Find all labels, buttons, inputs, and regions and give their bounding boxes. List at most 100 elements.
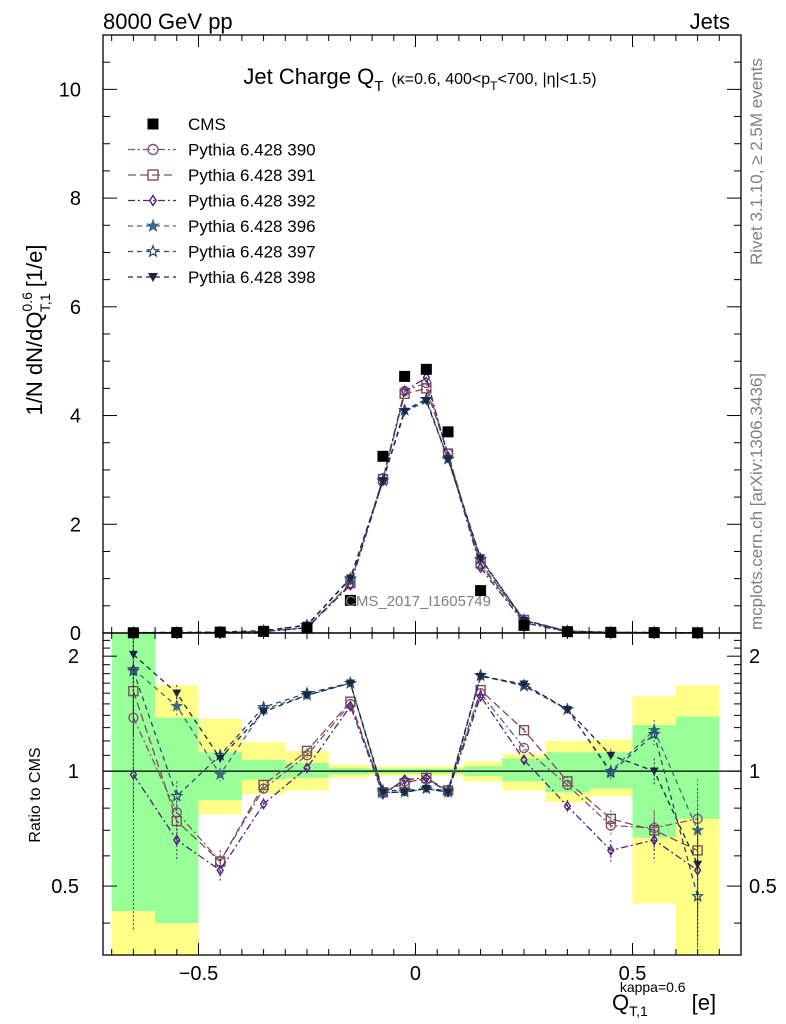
x-label: QT,1 kappa=0.6 [e]: [612, 979, 716, 1019]
ratio-point-series-4-14-shape: [647, 727, 661, 740]
main-point-series-1-7-shape: [399, 388, 410, 399]
main-point-series-2-5-shape: [346, 579, 355, 591]
ratio-point-series-5-0-shape: [128, 650, 138, 660]
legend-marker-6: [148, 273, 158, 282]
ratio-point-series-1-3-shape: [258, 779, 269, 791]
ratio-point-series-5-11-shape: [519, 680, 529, 689]
ratio-band-inner: [675, 716, 720, 819]
ratio-point-series-5-13: [606, 751, 616, 760]
main-y-label-sup: 0.6: [19, 292, 35, 312]
ratio-point-series-5-1-shape: [172, 689, 182, 698]
ratio-point-series-4-1-shape: [170, 789, 184, 802]
main-point-cms-11-shape: [518, 619, 530, 631]
legend-marker-6-shape: [148, 273, 158, 282]
legend-label-1: Pythia 6.428 390: [188, 141, 316, 160]
ratio-point-series-2-5-shape: [346, 700, 355, 712]
ratio-point-series-4-13: [604, 765, 618, 779]
ratio-y-tick-label-right: 2: [749, 646, 760, 668]
x-label-sup: kappa=0.6: [620, 979, 686, 995]
ratio-point-series-0-13-shape: [605, 820, 616, 831]
ratio-line-series-1: [132, 688, 698, 863]
plot-title-cuts-b: <700, |η|<1.5): [498, 71, 597, 88]
ratio-y-tick-label-left: 0.5: [51, 876, 79, 898]
ratio-point-series-2-14-shape: [650, 834, 658, 846]
main-point-series-2-8-shape: [422, 371, 431, 384]
ratio-point-series-2-5: [346, 700, 355, 712]
ratio-point-series-2-10: [476, 690, 485, 703]
ratio-point-series-5-2: [215, 754, 225, 763]
ratio-point-series-5-9-shape: [443, 788, 453, 797]
main-point-cms-8: [420, 363, 432, 375]
main-point-cms-11: [518, 619, 530, 631]
ratio-point-series-0-13: [605, 820, 616, 831]
ratio-point-series-5-6-shape: [378, 788, 388, 797]
main-y-tick-label: 6: [70, 297, 81, 319]
ratio-point-series-2-14: [650, 834, 658, 846]
ratio-point-series-2-13-shape: [607, 844, 615, 857]
main-y-tick-label: 0: [70, 623, 81, 645]
ratio-point-series-1-11: [518, 724, 530, 736]
x-tick-label: 0.5: [619, 963, 647, 985]
ratio-bands: [103, 633, 741, 955]
x-tick-label: 0: [410, 963, 421, 985]
legend-marker-0-shape: [147, 118, 159, 130]
legend-marker-3-shape: [148, 194, 158, 207]
main-point-series-5-7: [400, 408, 410, 417]
main-point-series-5-10: [476, 554, 486, 563]
main-point-series-5-7-shape: [400, 408, 410, 417]
main-point-series-2-10: [476, 561, 485, 574]
main-point-cms-6-shape: [377, 450, 389, 462]
main-point-cms-5: [344, 594, 356, 606]
legend-label-2: Pythia 6.428 391: [188, 166, 316, 185]
ratio-point-series-5-4-shape: [302, 691, 312, 700]
x-label-main: Q: [612, 990, 629, 1015]
legend-marker-5-shape: [145, 244, 161, 258]
legend-marker-5: [145, 244, 161, 258]
main-y-label-post: [1/e]: [22, 244, 47, 293]
main-y-tick-label: 4: [70, 406, 81, 428]
ratio-point-series-2-1: [173, 834, 181, 846]
ratio-point-series-5-4: [302, 691, 312, 700]
ratio-point-series-5-15: [693, 860, 703, 869]
ratio-point-series-1-12-shape: [562, 776, 573, 787]
ratio-point-series-4-1: [170, 789, 184, 802]
ratio-point-series-2-3: [259, 798, 268, 810]
ratio-line-series-4: [132, 670, 699, 897]
x-tick-label: −0.5: [179, 963, 218, 985]
main-point-series-0-8-shape: [421, 377, 432, 389]
main-point-series-5-5: [345, 574, 355, 583]
ratio-point-series-4-14: [647, 727, 661, 740]
ratio-point-series-2-2-shape: [216, 864, 224, 877]
legend-marker-4: [145, 218, 161, 233]
main-point-series-5-6-shape: [378, 477, 388, 486]
ratio-point-series-2-0: [129, 768, 138, 781]
ratio-point-series-1-13: [605, 813, 616, 825]
legend-label-3: Pythia 6.428 392: [188, 192, 316, 211]
ratio-point-series-5-7: [400, 788, 410, 797]
main-point-series-2-7: [400, 385, 409, 397]
ratio-point-series-5-7-shape: [400, 788, 410, 797]
main-point-cms-9-shape: [442, 426, 454, 438]
ratio-point-series-2-0-shape: [129, 768, 138, 781]
ratio-y-label: Ratio to CMS: [27, 747, 44, 842]
ratio-line-series-2: [132, 694, 698, 872]
main-point-cms-5-shape: [344, 594, 356, 606]
ratio-band-inner: [502, 758, 546, 782]
x-label-unit: [e]: [692, 990, 716, 1015]
main-point-series-0-8: [421, 377, 432, 389]
main-point-series-5-9: [443, 455, 453, 464]
mcplots-label: mcplots.cern.ch [arXiv:1306.3436]: [747, 373, 766, 630]
legend-label-5: Pythia 6.428 397: [188, 243, 316, 262]
legend-label-4: Pythia 6.428 396: [188, 217, 316, 236]
main-point-cms-6: [377, 450, 389, 462]
legend-label-0: CMS: [188, 115, 226, 134]
ratio-point-series-2-12: [563, 800, 572, 812]
ratio-point-series-1-5: [345, 696, 356, 707]
ratio-point-series-2-2: [216, 864, 224, 877]
ratio-point-series-3-2: [213, 767, 227, 781]
ratio-point-series-5-8-shape: [421, 785, 431, 794]
main-point-cms-10-shape: [475, 585, 487, 597]
ratio-point-series-0-11-shape: [518, 742, 530, 754]
main-y-label: 1/N dN/dQ0.6 T,1 [1/e]: [19, 244, 53, 415]
